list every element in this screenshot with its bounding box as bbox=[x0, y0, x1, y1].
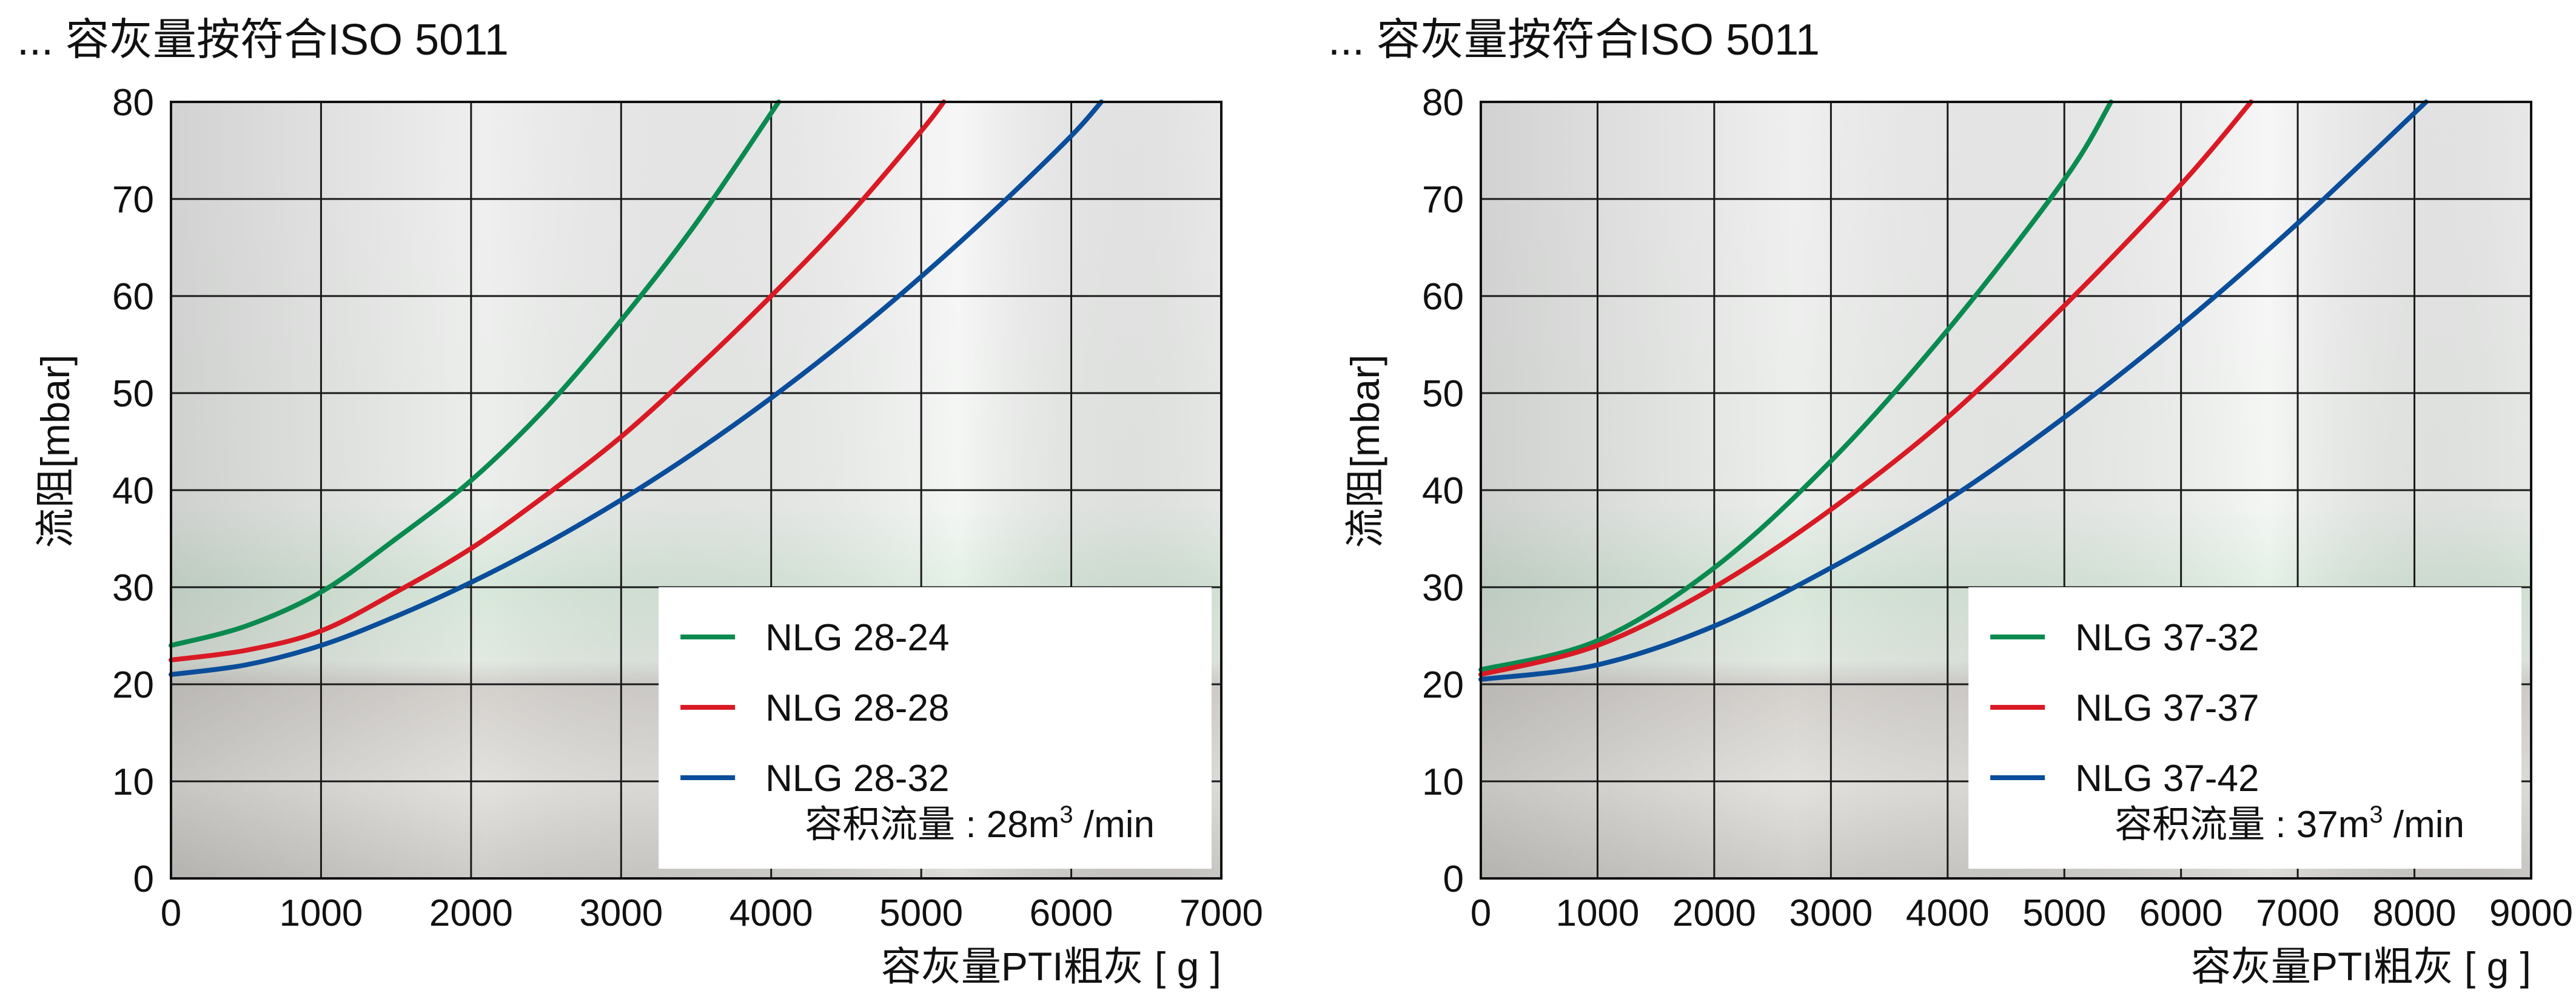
plot-frame bbox=[1480, 101, 2532, 880]
y-tick-label: 20 bbox=[112, 664, 154, 706]
plot-frame bbox=[170, 101, 1223, 880]
y-tick-label: 70 bbox=[1422, 179, 1464, 221]
y-tick-label: 30 bbox=[1422, 567, 1464, 609]
y-tick-label: 50 bbox=[1422, 373, 1464, 415]
x-tick-label: 4000 bbox=[730, 892, 813, 934]
x-tick-label: 2000 bbox=[1672, 892, 1756, 934]
x-tick-label: 0 bbox=[1471, 892, 1491, 934]
series-line-nlg-37-37 bbox=[1478, 99, 2254, 677]
y-tick-label: 40 bbox=[112, 470, 154, 512]
flow-rate-note: 容积流量 : 28m3 /min bbox=[805, 801, 1155, 846]
legend-entry-label: NLG 37-37 bbox=[2075, 687, 2259, 729]
y-tick-label: 10 bbox=[1422, 761, 1464, 803]
chart-panel-1: ... 容灰量按符合ISO 5011 0 10 20 30 40 50 60 70 80 0 1000… bbox=[17, 16, 1263, 989]
y-tick-label: 20 bbox=[1422, 664, 1464, 706]
x-tick-label: 1000 bbox=[279, 892, 363, 934]
y-tick-label: 30 bbox=[112, 567, 154, 609]
legend-entry-label: NLG 37-32 bbox=[2075, 617, 2259, 659]
chart-panel-2: ... 容灰量按符合ISO 5011 0 10 20 30 40 50 60 70 80 0 1000… bbox=[1328, 16, 2573, 989]
y-tick-label: 10 bbox=[112, 761, 154, 803]
y-tick-label: 70 bbox=[112, 179, 154, 221]
x-tick-label: 6000 bbox=[1030, 892, 1113, 934]
x-axis-label: 容灰量PTI粗灰 [ g ] bbox=[2191, 944, 2531, 989]
flow-rate-suffix: /min bbox=[1073, 804, 1155, 846]
chart-title: ... 容灰量按符合ISO 5011 bbox=[17, 16, 509, 64]
y-axis-label: 流阻[mbar] bbox=[1343, 354, 1387, 548]
x-tick-label: 4000 bbox=[1906, 892, 1990, 934]
flow-rate-prefix: 容积流量 : 37m bbox=[2115, 804, 2369, 846]
flow-rate-suffix: /min bbox=[2383, 804, 2464, 846]
y-tick-label: 40 bbox=[1422, 470, 1464, 512]
legend-box bbox=[659, 587, 1212, 869]
legend-entry-label: NLG 28-32 bbox=[765, 758, 949, 800]
x-tick-label: 2000 bbox=[429, 892, 513, 934]
y-tick-label: 80 bbox=[1422, 82, 1464, 124]
y-tick-label: 60 bbox=[112, 276, 154, 318]
x-tick-label: 3000 bbox=[579, 892, 663, 934]
flow-rate-prefix: 容积流量 : 28m bbox=[805, 804, 1059, 846]
y-tick-label: 0 bbox=[133, 858, 154, 900]
x-tick-label: 7000 bbox=[2256, 892, 2340, 934]
series-line-nlg-28-28 bbox=[169, 99, 947, 662]
legend-entry-label: NLG 28-28 bbox=[765, 687, 949, 729]
y-axis-label: 流阻[mbar] bbox=[33, 354, 78, 548]
x-tick-label: 0 bbox=[161, 892, 181, 934]
x-tick-label: 6000 bbox=[2139, 892, 2223, 934]
y-tick-label: 50 bbox=[112, 373, 154, 415]
chart-title: ... 容灰量按符合ISO 5011 bbox=[1328, 16, 1820, 64]
y-tick-label: 80 bbox=[112, 82, 154, 124]
y-tick-label: 0 bbox=[1443, 858, 1464, 900]
x-tick-label: 3000 bbox=[1789, 892, 1873, 934]
x-tick-label: 8000 bbox=[2373, 892, 2457, 934]
series-line-nlg-28-32 bbox=[169, 99, 1104, 677]
x-axis-label: 容灰量PTI粗灰 [ g ] bbox=[881, 944, 1221, 989]
y-tick-label: 60 bbox=[1422, 276, 1464, 318]
x-tick-label: 9000 bbox=[2489, 892, 2573, 934]
x-tick-label: 5000 bbox=[2022, 892, 2106, 934]
series-line-nlg-28-24 bbox=[169, 99, 782, 648]
x-tick-label: 5000 bbox=[879, 892, 963, 934]
legend-entry-label: NLG 28-24 bbox=[765, 617, 949, 659]
x-tick-label: 7000 bbox=[1179, 892, 1263, 934]
flow-rate-exponent: 3 bbox=[2369, 801, 2383, 828]
series-line-nlg-37-42 bbox=[1478, 99, 2429, 682]
x-tick-label: 1000 bbox=[1555, 892, 1639, 934]
legend-box bbox=[1968, 587, 2521, 869]
flow-rate-note: 容积流量 : 37m3 /min bbox=[2115, 801, 2464, 846]
series-line-nlg-37-32 bbox=[1478, 99, 2114, 672]
flow-rate-exponent: 3 bbox=[1059, 801, 1073, 828]
legend-entry-label: NLG 37-42 bbox=[2075, 758, 2259, 800]
